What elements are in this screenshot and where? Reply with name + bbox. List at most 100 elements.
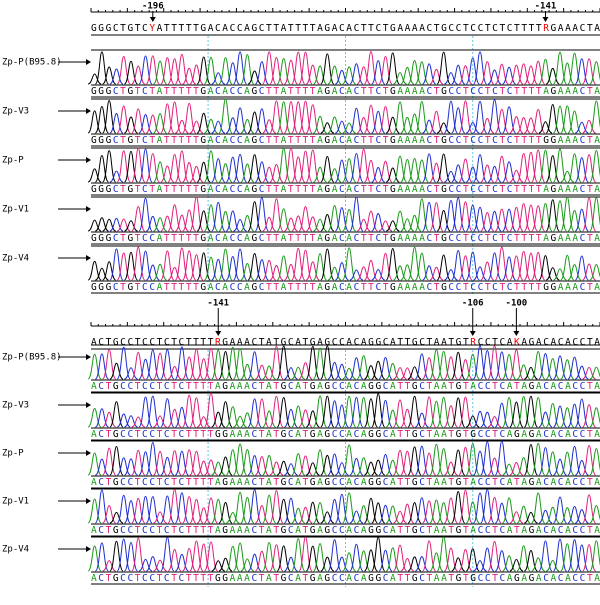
trace-peak — [262, 410, 276, 428]
trace-peak — [298, 409, 313, 428]
trace-peak — [109, 362, 124, 380]
trace-peak — [451, 197, 466, 232]
trace-peak — [269, 345, 284, 380]
trace-peak — [495, 208, 509, 232]
trace-peak — [109, 217, 124, 232]
trace-peak — [429, 349, 444, 380]
trace-peak — [589, 100, 600, 134]
trace-peak — [523, 151, 538, 183]
trace-peak — [240, 263, 255, 281]
position-label: -100 — [506, 299, 528, 309]
trace-peak — [313, 166, 327, 183]
trace-peak — [524, 65, 538, 85]
trace-peak — [342, 367, 356, 380]
trace-peak — [458, 158, 473, 183]
trace-peak — [211, 411, 226, 428]
trace-peak — [218, 248, 233, 281]
trace-peak — [407, 556, 422, 572]
trace-peak — [458, 446, 473, 476]
trace-peak — [153, 559, 167, 572]
trace-peak — [276, 58, 291, 85]
trace-peak — [131, 416, 145, 428]
trace-peak — [203, 541, 219, 572]
trace-peak — [451, 64, 466, 85]
trace-peak — [233, 248, 248, 281]
trace-peak — [189, 397, 204, 428]
trace-peak — [335, 556, 349, 572]
trace-peak — [509, 401, 524, 428]
trace-peak — [342, 158, 357, 183]
trace-peak — [305, 545, 320, 572]
trace-peak — [160, 57, 175, 85]
trace-peak — [509, 169, 524, 183]
trace-peak — [523, 204, 538, 232]
trace-peak — [480, 261, 495, 281]
trace-peak — [116, 457, 131, 476]
trace-peak — [349, 510, 364, 524]
trace-peak — [269, 100, 284, 134]
trace-peak — [182, 67, 196, 85]
trace-peak — [523, 252, 538, 281]
trace-peak — [523, 443, 538, 476]
trace-peak — [589, 366, 600, 380]
trace-peak — [429, 68, 444, 85]
trace-peak — [276, 255, 291, 281]
trace-peak — [240, 496, 255, 524]
trace-peak — [552, 496, 568, 524]
trace-peak — [124, 458, 138, 476]
trace-peak — [160, 165, 175, 183]
trace-peak — [327, 116, 342, 134]
trace-peak — [480, 212, 495, 232]
trace-peak — [247, 489, 262, 524]
trace-peak — [189, 540, 204, 572]
trace-peak — [247, 398, 262, 428]
trace-peak — [218, 98, 233, 134]
trace-peak — [335, 462, 349, 476]
position-label: -141 — [535, 2, 557, 12]
trace-peak — [560, 170, 574, 183]
trace-peak — [393, 101, 408, 134]
trace-peak — [109, 170, 124, 183]
trace-peak — [247, 455, 262, 476]
trace-peak — [145, 496, 160, 524]
trace-peak — [473, 410, 487, 428]
trace-peak — [160, 495, 175, 524]
trace-peak — [262, 365, 276, 380]
trace-peak — [138, 358, 153, 380]
trace-peak — [146, 264, 160, 281]
trace-peak — [160, 398, 175, 428]
arrow-head — [469, 331, 476, 336]
trace-peak — [247, 253, 262, 281]
trace-peak — [182, 356, 196, 380]
trace-peak — [378, 55, 393, 85]
trace-peak — [313, 347, 328, 380]
trace-peak — [298, 362, 313, 380]
trace-peak — [94, 154, 109, 183]
trace-peak — [313, 253, 328, 281]
trace-peak — [589, 264, 600, 281]
trace-peak — [407, 395, 422, 428]
trace-peak — [175, 553, 189, 572]
trace-peak — [160, 250, 175, 281]
trace-peak — [400, 116, 415, 134]
trace-peak — [349, 357, 364, 380]
trace-peak — [472, 492, 488, 524]
trace-peak — [305, 261, 320, 281]
trace-peak — [189, 196, 204, 232]
trace-peak — [197, 416, 211, 428]
trace-peak — [175, 406, 189, 428]
trace-peak — [262, 216, 276, 232]
trace-peak — [262, 166, 276, 183]
trace-peak — [196, 507, 211, 524]
trace-peak — [247, 351, 262, 380]
trace-peak — [342, 552, 356, 572]
trace-peak — [516, 396, 531, 428]
trace-peak — [138, 495, 153, 524]
trace-peak — [87, 168, 102, 183]
trace-peak — [473, 266, 487, 281]
sample-label: Zp-P(B95.8) — [2, 58, 62, 68]
trace-peak — [378, 160, 393, 183]
trace-peak — [545, 104, 560, 134]
trace-peak — [233, 219, 247, 232]
trace-peak — [138, 55, 153, 85]
